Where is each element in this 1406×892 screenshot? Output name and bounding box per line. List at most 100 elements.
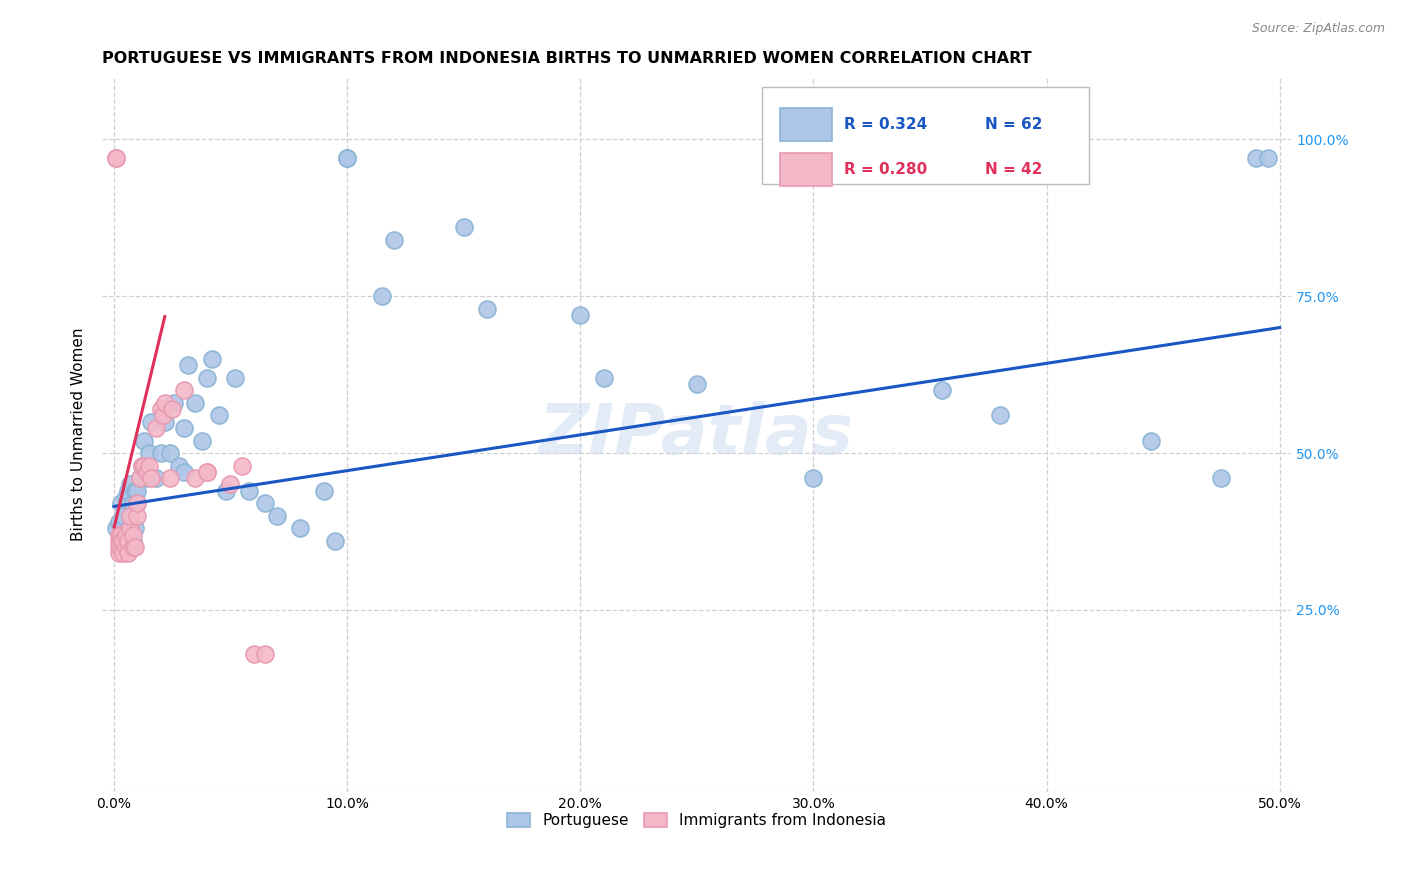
Point (112, 547, 135, 561)
Text: R = 0.324: R = 0.324 (844, 117, 928, 132)
Point (107, 533, 129, 548)
Point (141, 471, 163, 485)
Point (224, 371, 246, 385)
Point (153, 415, 176, 429)
Point (254, 496, 277, 510)
Point (145, 421, 167, 435)
Point (195, 371, 218, 385)
Point (117, 547, 139, 561)
Point (475, 301, 498, 316)
Point (124, 483, 146, 498)
Point (121, 540, 143, 554)
Point (1140, 434, 1163, 448)
Point (312, 483, 335, 498)
Point (105, 151, 128, 165)
Point (127, 483, 149, 498)
Point (686, 377, 709, 392)
Point (112, 533, 135, 548)
Point (173, 421, 195, 435)
Point (160, 402, 183, 417)
Point (107, 515, 129, 529)
Legend: Portuguese, Immigrants from Indonesia: Portuguese, Immigrants from Indonesia (501, 807, 893, 834)
Point (191, 434, 214, 448)
Point (195, 465, 218, 479)
Point (131, 458, 153, 473)
Point (336, 151, 359, 165)
Y-axis label: Births to Unmarried Women: Births to Unmarried Women (72, 327, 86, 541)
Point (801, 471, 824, 485)
Point (134, 458, 156, 473)
Point (114, 490, 136, 504)
Point (254, 647, 277, 661)
FancyBboxPatch shape (762, 87, 1090, 184)
Point (201, 351, 224, 366)
Point (138, 446, 160, 460)
Point (120, 508, 142, 523)
Point (124, 521, 146, 535)
Point (242, 647, 264, 661)
FancyBboxPatch shape (780, 108, 832, 141)
Text: N = 42: N = 42 (984, 161, 1042, 177)
Point (127, 496, 149, 510)
Point (110, 527, 132, 541)
Point (128, 471, 150, 485)
Point (177, 358, 200, 372)
Point (105, 521, 128, 535)
Point (110, 496, 132, 510)
Point (173, 465, 195, 479)
Point (124, 540, 146, 554)
Point (208, 409, 231, 423)
Point (153, 396, 176, 410)
Point (127, 508, 149, 523)
Point (152, 409, 174, 423)
Point (184, 396, 207, 410)
Point (149, 446, 172, 460)
Point (159, 471, 181, 485)
Point (138, 458, 160, 473)
Point (121, 533, 143, 548)
Point (135, 471, 157, 485)
Point (141, 415, 163, 429)
Point (173, 384, 195, 398)
Point (149, 402, 172, 417)
Point (1257, 151, 1279, 165)
Point (134, 434, 156, 448)
Point (238, 483, 260, 498)
Point (121, 496, 143, 510)
Point (569, 308, 592, 322)
Point (120, 521, 142, 535)
Point (131, 458, 153, 473)
Point (336, 151, 359, 165)
Point (592, 371, 614, 385)
Point (128, 471, 150, 485)
Point (117, 527, 139, 541)
Text: R = 0.280: R = 0.280 (844, 161, 928, 177)
Point (266, 508, 288, 523)
Point (127, 496, 149, 510)
Point (453, 220, 475, 235)
Point (120, 477, 142, 491)
Point (163, 396, 186, 410)
Point (382, 233, 405, 247)
Point (112, 533, 135, 548)
Point (219, 477, 242, 491)
Point (114, 533, 136, 548)
Point (120, 521, 142, 535)
Point (117, 483, 139, 498)
Point (988, 409, 1011, 423)
Point (112, 508, 135, 523)
Point (195, 465, 218, 479)
Point (117, 533, 139, 548)
Point (159, 446, 181, 460)
Point (1246, 151, 1268, 165)
Point (110, 533, 132, 548)
Point (1211, 471, 1233, 485)
Point (135, 465, 157, 479)
Text: N = 62: N = 62 (984, 117, 1042, 132)
FancyBboxPatch shape (780, 153, 832, 186)
Text: ZIPatlas: ZIPatlas (540, 401, 855, 467)
Point (110, 540, 132, 554)
Text: PORTUGUESE VS IMMIGRANTS FROM INDONESIA BIRTHS TO UNMARRIED WOMEN CORRELATION CH: PORTUGUESE VS IMMIGRANTS FROM INDONESIA … (103, 51, 1032, 66)
Point (231, 458, 253, 473)
Point (931, 384, 953, 398)
